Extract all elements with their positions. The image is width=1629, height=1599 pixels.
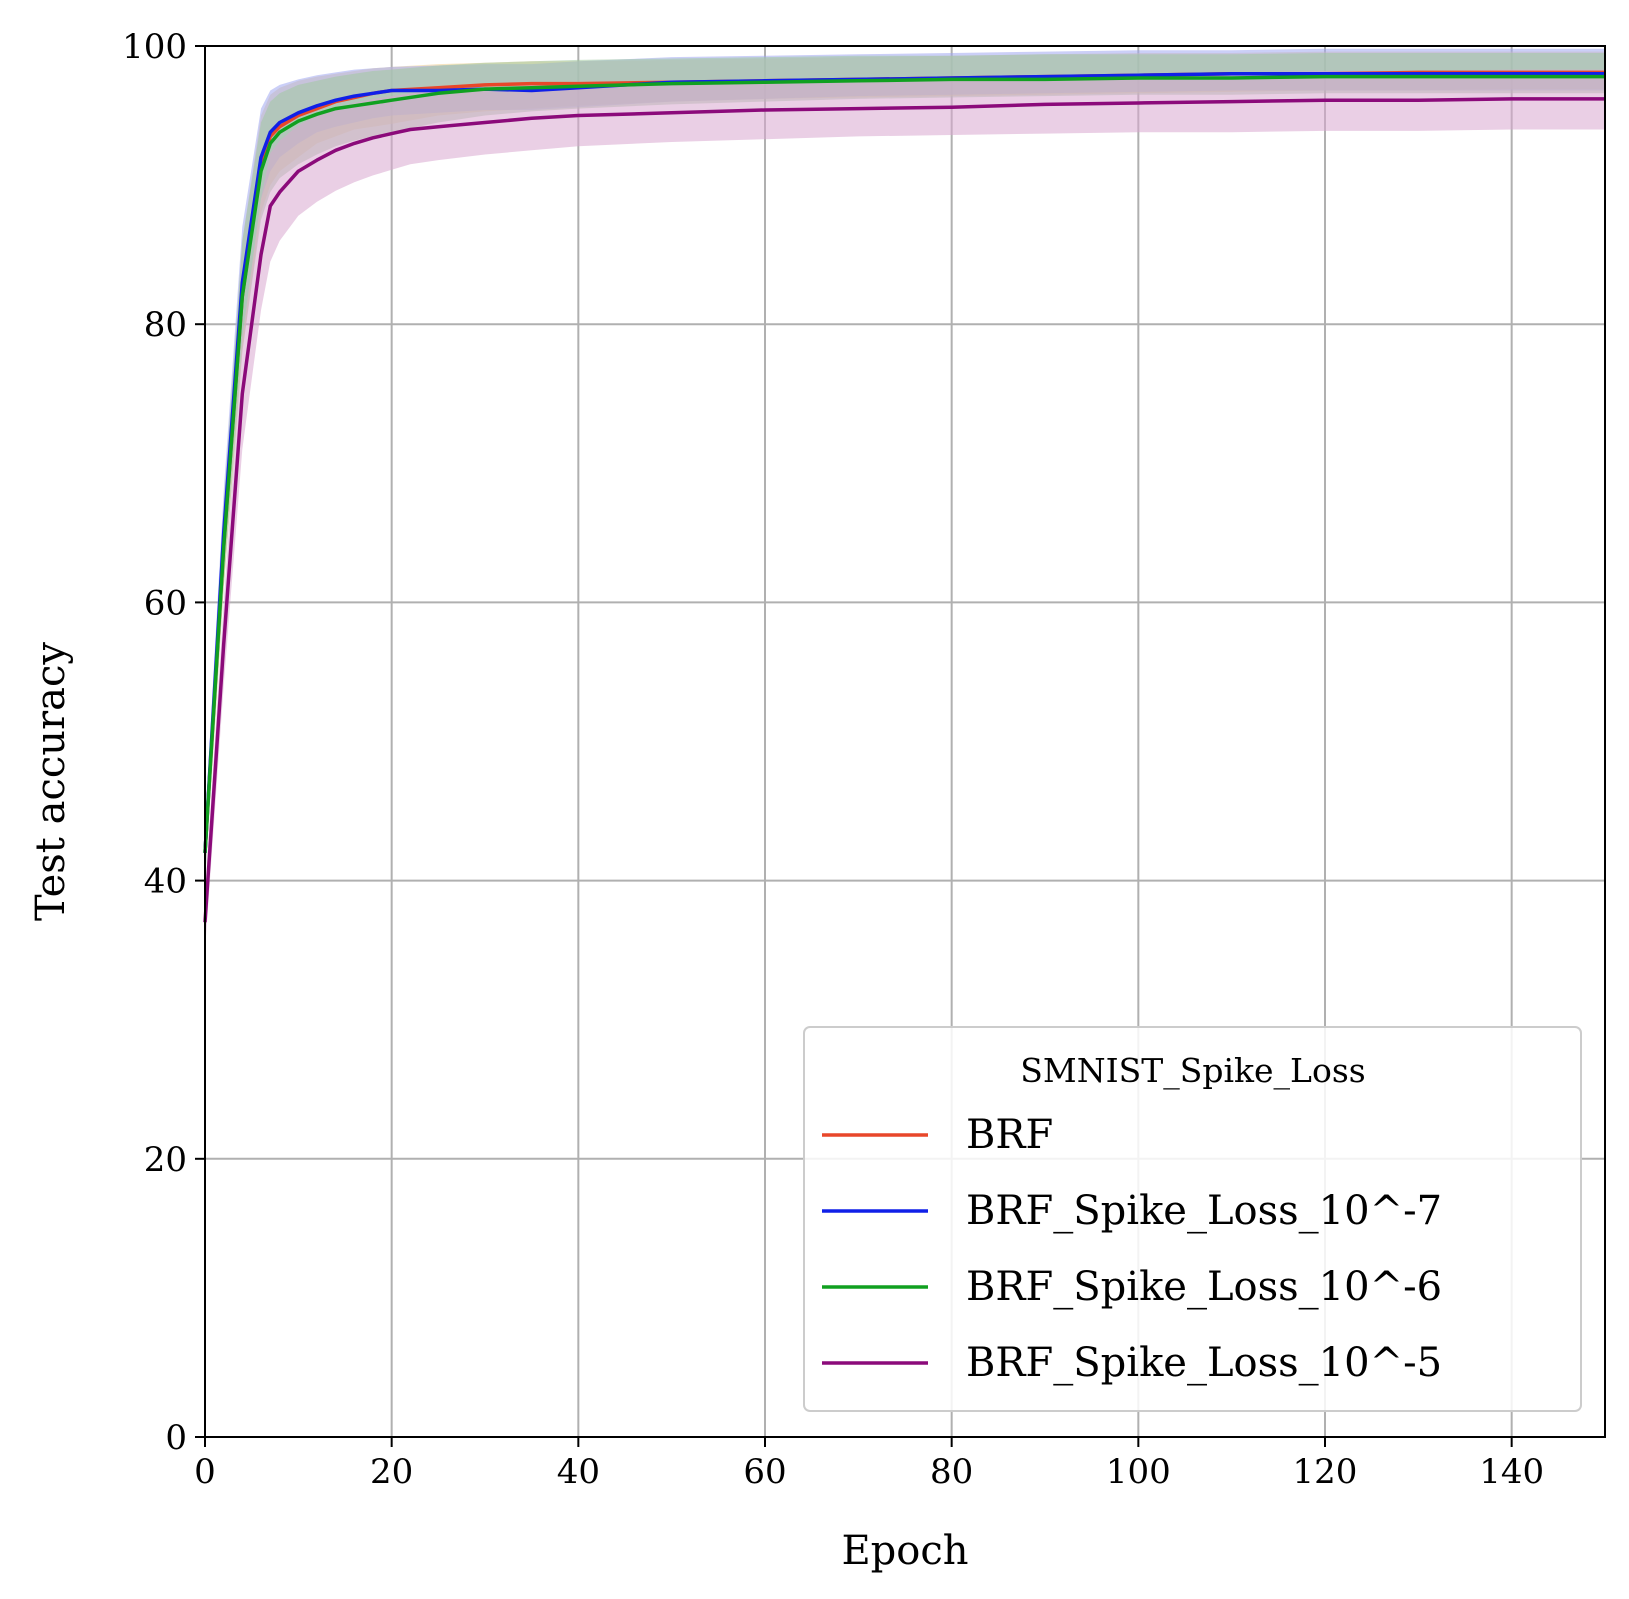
x-tick-label: 80 (930, 1452, 973, 1492)
legend-label-1: BRF_Spike_Loss_10^-7 (966, 1188, 1442, 1234)
y-tick-label: 0 (165, 1418, 187, 1458)
x-tick-label: 120 (1293, 1452, 1358, 1492)
confidence-band-3 (205, 69, 1605, 951)
axis-ticks: 0 20 40 60 80 100 120 140 0 20 40 60 80 100 (122, 27, 1544, 1492)
x-tick-label: 140 (1479, 1452, 1544, 1492)
legend-label-2: BRF_Spike_Loss_10^-6 (966, 1264, 1442, 1310)
confidence-bands (205, 48, 1605, 951)
y-tick-label: 20 (144, 1140, 187, 1180)
y-tick-label: 40 (144, 862, 187, 902)
legend-label-0: BRF (966, 1112, 1053, 1158)
legend: SMNIST_Spike_Loss BRF BRF_Spike_Loss_10^-… (803, 1026, 1582, 1412)
legend-title: SMNIST_Spike_Loss (1020, 1051, 1365, 1091)
x-tick-label: 20 (370, 1452, 413, 1492)
y-axis-title: Test accuracy (28, 642, 74, 921)
series-line-3 (203, 97, 1605, 923)
y-tick-label: 60 (144, 583, 187, 623)
legend-box (803, 1026, 1582, 1412)
x-tick-label: 100 (1106, 1452, 1171, 1492)
series-lines (203, 70, 1605, 923)
series-line-2 (203, 74, 1605, 853)
x-axis-title: Epoch (841, 1528, 968, 1574)
x-tick-label: 0 (194, 1452, 216, 1492)
x-tick-label: 60 (743, 1452, 786, 1492)
legend-label-3: BRF_Spike_Loss_10^-5 (966, 1340, 1442, 1386)
y-tick-label: 100 (122, 27, 187, 67)
x-tick-label: 40 (557, 1452, 600, 1492)
plot-frame (204, 45, 1606, 1438)
y-tick-label: 80 (144, 305, 187, 345)
legend-entries: BRF BRF_Spike_Loss_10^-7 BRF_Spike_Loss_10… (822, 1112, 1442, 1386)
